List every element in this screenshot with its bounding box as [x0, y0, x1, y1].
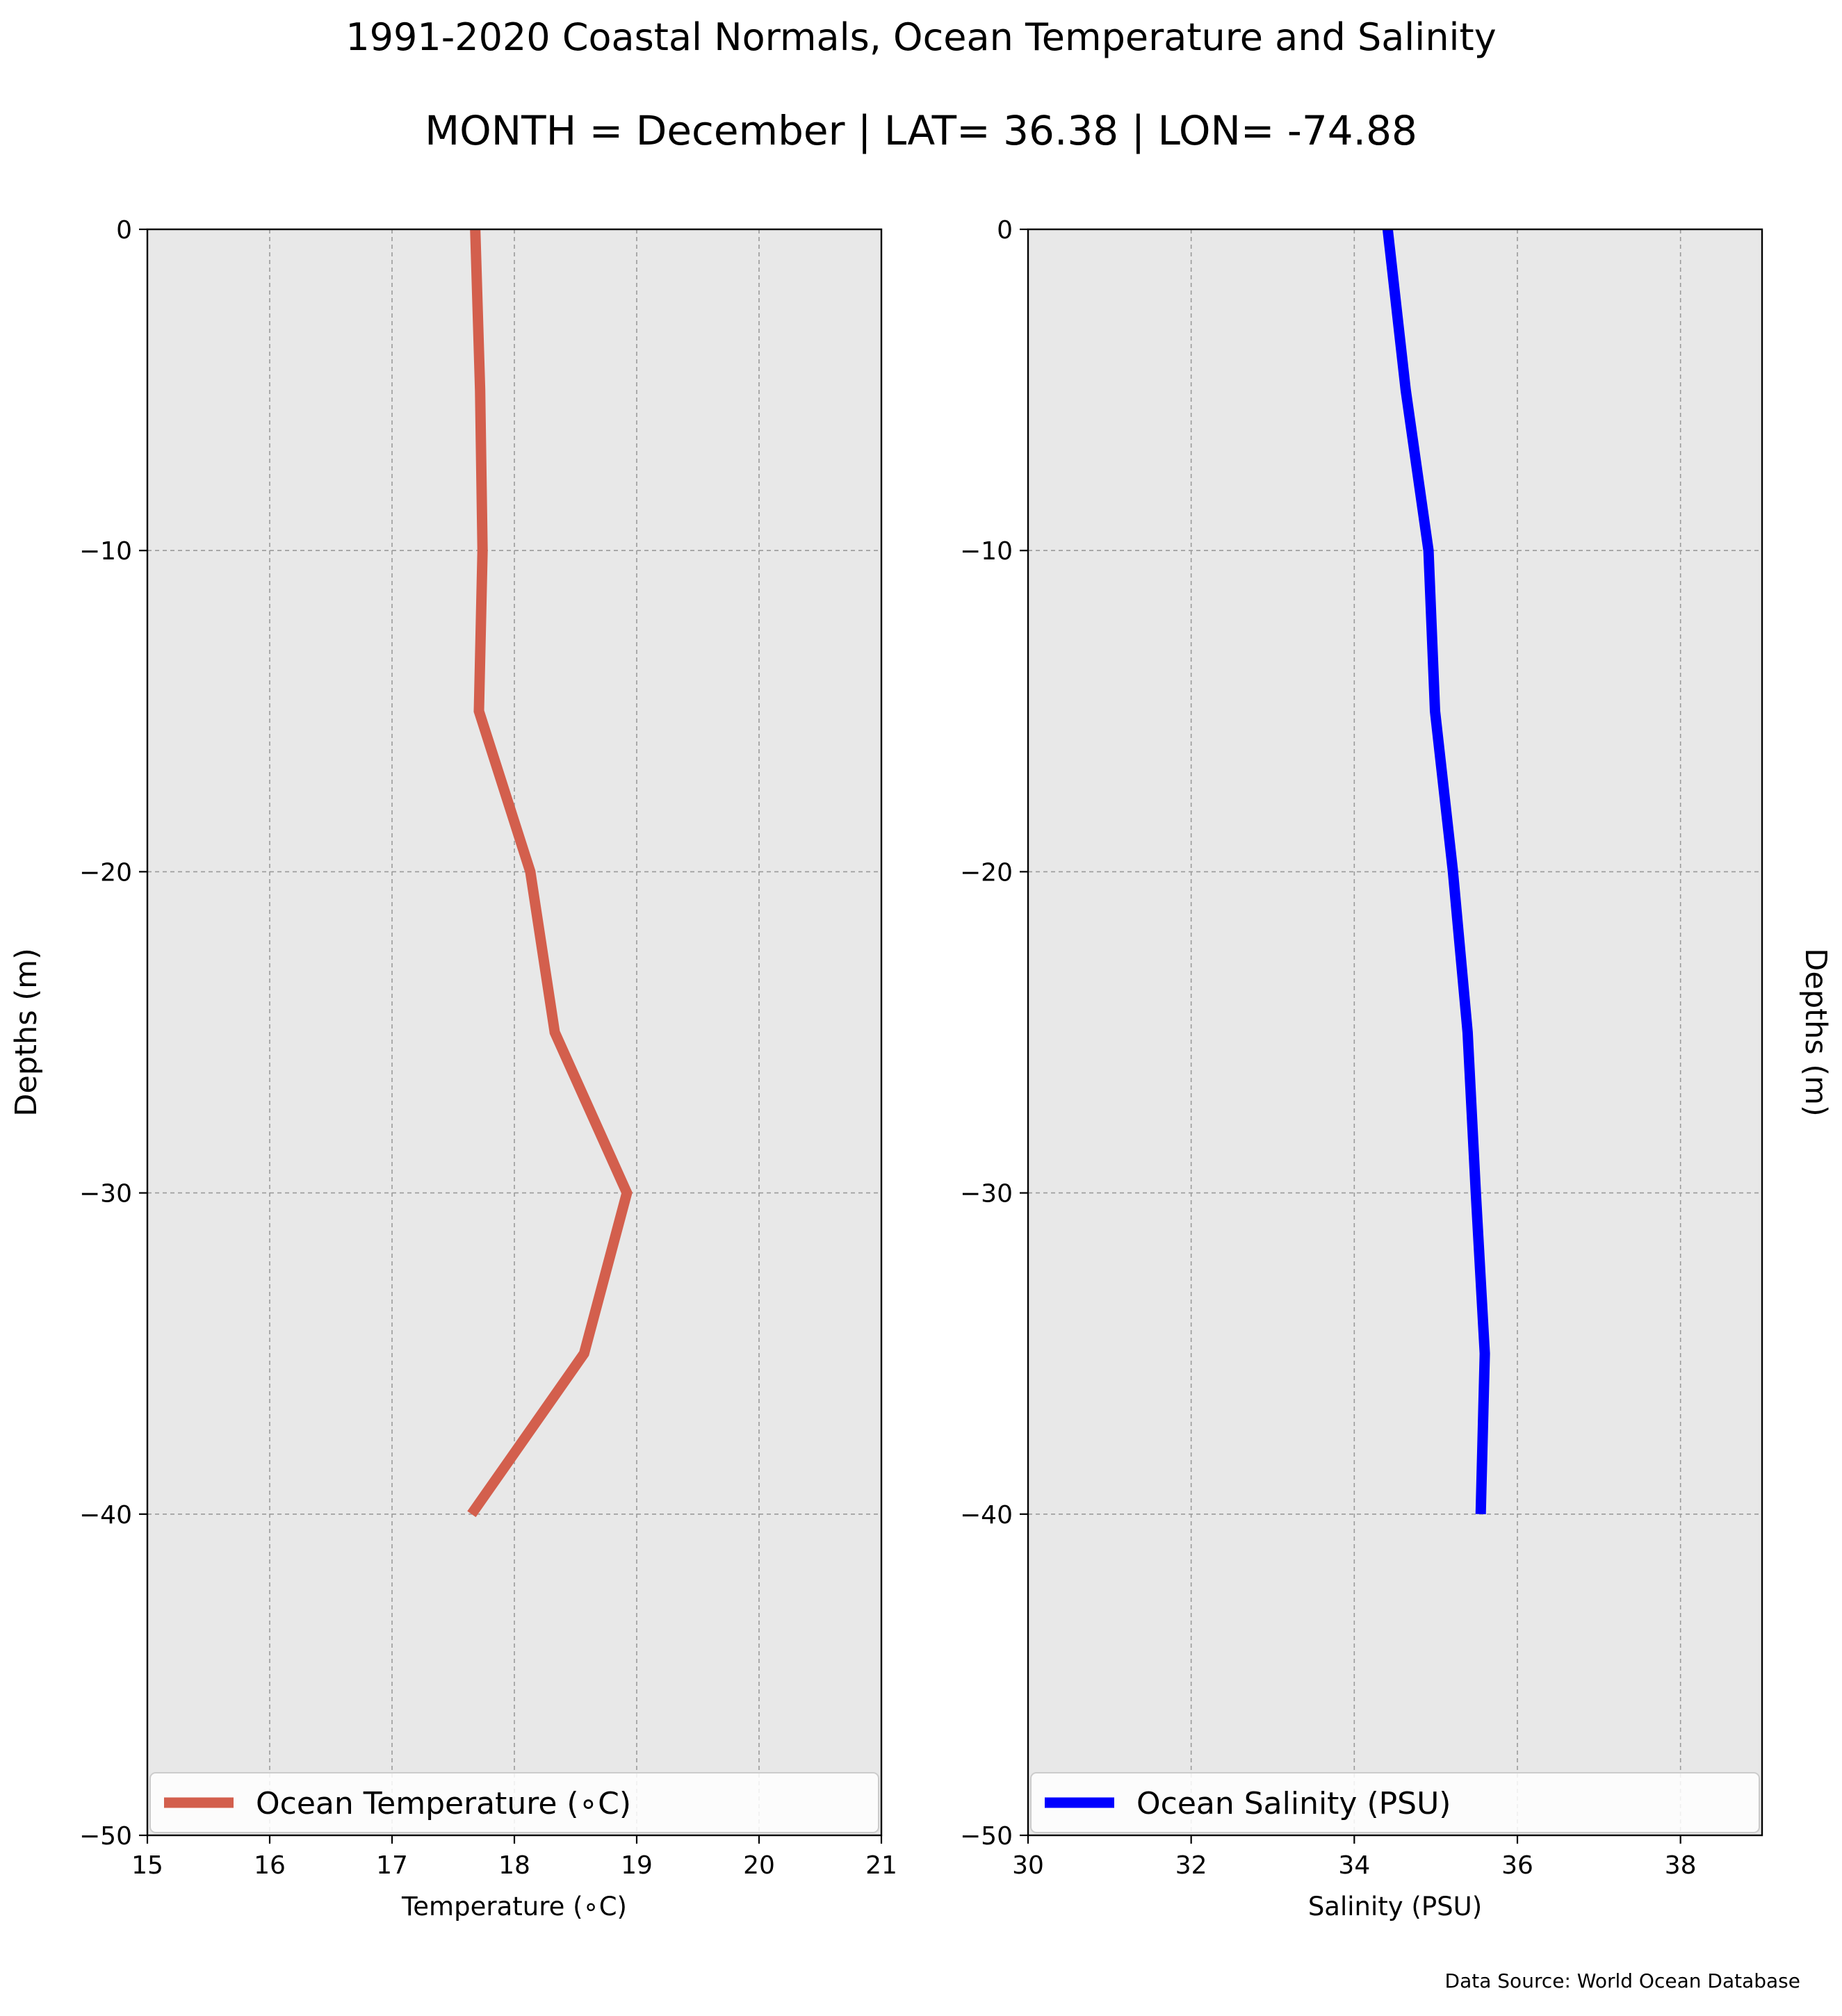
series-line: [467, 229, 633, 1518]
temperature-panel: 15 16 17 18 19 20 21 0 −10 −20 −30 −40 −50 Temperatur…: [9, 216, 897, 1921]
x-tick-label: 17: [376, 1851, 408, 1880]
y-tick-label: 0: [116, 216, 132, 245]
x-tick-label: 38: [1665, 1851, 1697, 1880]
x-axis-label: Salinity (PSU): [1308, 1892, 1482, 1921]
plot-background: [1028, 229, 1762, 1835]
y-tick-label: −10: [79, 537, 132, 566]
y-axis-label: Depths (m): [9, 948, 44, 1116]
y-axis-label: Depths (m): [1798, 948, 1833, 1116]
y-tick-label: −50: [79, 1822, 132, 1851]
salinity-panel: 30 32 34 36 38 0 −10 −20 −30 −40 −50 Salinity (PSU)…: [960, 216, 1833, 1921]
y-tick-label: −20: [79, 858, 132, 887]
series-line: [1382, 229, 1490, 1514]
x-tick-label: 32: [1175, 1851, 1207, 1880]
y-tick-label: −40: [79, 1501, 132, 1530]
y-tick-label: −30: [960, 1180, 1013, 1208]
legend-box: [1030, 1772, 1760, 1833]
x-tick-label: 36: [1501, 1851, 1533, 1880]
x-tick-label: 21: [865, 1851, 897, 1880]
legend-label: Ocean Salinity (PSU): [1136, 1786, 1451, 1821]
axes-frame: [1027, 228, 1763, 1837]
x-tick-label: 16: [254, 1851, 286, 1880]
x-axis-label: Temperature (∘C): [401, 1892, 627, 1921]
x-tick-label: 18: [498, 1851, 530, 1880]
x-tick-label: 15: [131, 1851, 163, 1880]
y-tick-label: −20: [960, 858, 1013, 887]
x-tick-label: 19: [621, 1851, 653, 1880]
x-tick-label: 20: [743, 1851, 775, 1880]
figure-title: 1991-2020 Coastal Normals, Ocean Tempera…: [345, 15, 1496, 59]
figure-subtitle: MONTH = December | LAT= 36.38 | LON= -74…: [425, 107, 1417, 154]
legend-label: Ocean Temperature (∘C): [256, 1786, 631, 1821]
y-tick-label: −50: [960, 1822, 1013, 1851]
y-tick-label: −10: [960, 537, 1013, 566]
x-tick-label: 30: [1012, 1851, 1044, 1880]
legend-box: [149, 1772, 879, 1833]
y-tick-label: 0: [997, 216, 1013, 245]
data-source-note: Data Source: World Ocean Database: [1445, 1969, 1800, 1992]
x-tick-label: 34: [1338, 1851, 1370, 1880]
y-tick-label: −30: [79, 1180, 132, 1208]
y-tick-label: −40: [960, 1501, 1013, 1530]
